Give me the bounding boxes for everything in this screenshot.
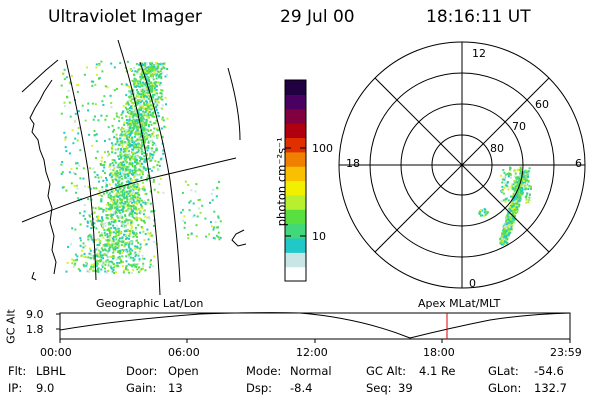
mlt-label-0: 0	[469, 277, 476, 290]
geographic-label: Geographic Lat/Lon	[96, 297, 204, 310]
geographic-image-panel	[21, 40, 247, 295]
colorbar-unit-label: photon cm⁻²s⁻¹	[274, 137, 289, 227]
filter-label: Flt:	[8, 364, 27, 378]
mlat-label-60: 60	[535, 98, 549, 111]
x-tick-2359: 23:59	[550, 346, 582, 359]
ip-label: IP:	[8, 381, 23, 395]
meridian-line-1	[21, 59, 59, 93]
glon-label: GLon:	[488, 381, 522, 395]
gcalt-value: 4.1 Re	[419, 364, 456, 378]
ip-value: 9.0	[36, 381, 55, 395]
gain-label: Gain:	[126, 381, 157, 395]
date-label: 29 Jul 00	[280, 7, 355, 27]
aurora-emission-geographic	[60, 60, 222, 274]
glat-label: GLat:	[488, 364, 519, 378]
meridian-line-4	[139, 61, 181, 283]
mlat-label-70: 70	[512, 120, 526, 133]
meridian-line-3	[117, 40, 161, 295]
door-value: Open	[168, 364, 199, 378]
coastline-island	[231, 229, 247, 247]
gcalt-label: GC Alt:	[366, 364, 407, 378]
polar-plot	[338, 41, 586, 289]
dsp-value: -8.4	[290, 381, 313, 395]
coastline	[29, 79, 57, 275]
glat-value: -54.6	[534, 364, 564, 378]
glon-value: 132.7	[534, 381, 567, 395]
color-scale-bar	[284, 79, 307, 282]
x-tick-0000: 00:00	[40, 346, 72, 359]
mlat-label-80: 80	[490, 142, 504, 155]
door-label: Door:	[126, 364, 158, 378]
y-tick-high: 9.0	[26, 308, 44, 321]
mode-label: Mode:	[246, 364, 282, 378]
time-label: 18:16:11 UT	[426, 7, 531, 27]
seq-label: Seq:	[366, 381, 392, 395]
coastline-small	[31, 271, 37, 281]
seq-value: 39	[398, 381, 413, 395]
mlt-label-6: 6	[575, 157, 582, 170]
dsp-label: Dsp:	[246, 381, 273, 395]
x-tick-1200: 12:00	[296, 346, 328, 359]
filter-value: LBHL	[36, 364, 66, 378]
x-tick-1800: 18:00	[423, 346, 455, 359]
altitude-curve	[59, 312, 571, 339]
instrument-title: Ultraviolet Imager	[48, 7, 202, 27]
colorbar-tick-10: 10	[312, 230, 326, 243]
gain-value: 13	[168, 381, 183, 395]
mlt-label-12: 12	[472, 47, 486, 60]
meridian-line-5	[227, 67, 241, 141]
timeline-axis-label: GC Alt	[4, 309, 18, 344]
mode-value: Normal	[290, 364, 332, 378]
aurora-emission-polar	[478, 166, 532, 246]
y-tick-low: 1.8	[26, 323, 44, 336]
x-tick-0600: 06:00	[168, 346, 200, 359]
colorbar-tick-100: 100	[312, 142, 333, 155]
orbit-altitude-timeline	[56, 312, 571, 343]
meridian-line-2	[65, 59, 97, 281]
mlt-label-18: 18	[346, 157, 360, 170]
latitude-line	[21, 157, 237, 223]
apex-label: Apex MLat/MLT	[418, 297, 501, 310]
